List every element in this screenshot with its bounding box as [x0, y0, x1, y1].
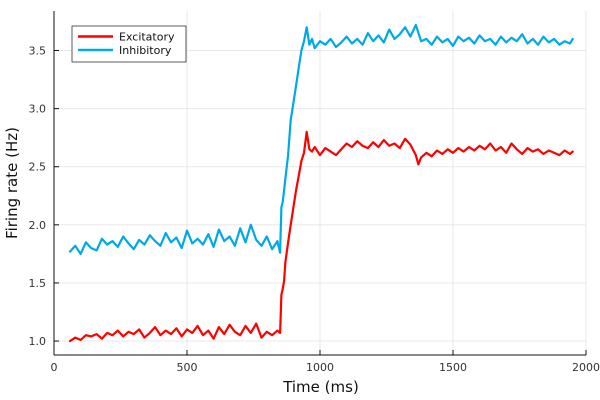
legend-label-excitatory: Excitatory — [119, 31, 175, 44]
y-tick-label: 2.5 — [29, 161, 47, 174]
series-line-inhibitory — [68, 23, 574, 255]
y-tick-label: 2.0 — [29, 219, 47, 232]
x-axis-title: Time (ms) — [282, 378, 359, 396]
x-tick-label: 1500 — [439, 361, 467, 374]
y-ticks: 1.0 1.5 2.0 2.5 3.0 3.5 — [29, 45, 59, 348]
series-layer — [68, 23, 574, 343]
legend-label-inhibitory: Inhibitory — [119, 44, 172, 57]
x-tick-label: 500 — [177, 361, 198, 374]
y-tick-label: 3.0 — [29, 103, 47, 116]
x-tick-label: 0 — [51, 361, 58, 374]
y-tick-label: 3.5 — [29, 45, 47, 58]
y-axis-title: Firing rate (Hz) — [3, 127, 21, 239]
y-tick-label: 1.5 — [29, 277, 47, 290]
grid — [53, 11, 587, 355]
y-tick-label: 1.0 — [29, 335, 47, 348]
series-line-excitatory — [68, 130, 574, 343]
x-tick-label: 1000 — [306, 361, 334, 374]
x-tick-label: 2000 — [572, 361, 600, 374]
legend: Excitatory Inhibitory — [71, 25, 187, 63]
x-ticks: 0 500 1000 1500 2000 — [51, 350, 600, 374]
legend-box — [71, 25, 187, 63]
